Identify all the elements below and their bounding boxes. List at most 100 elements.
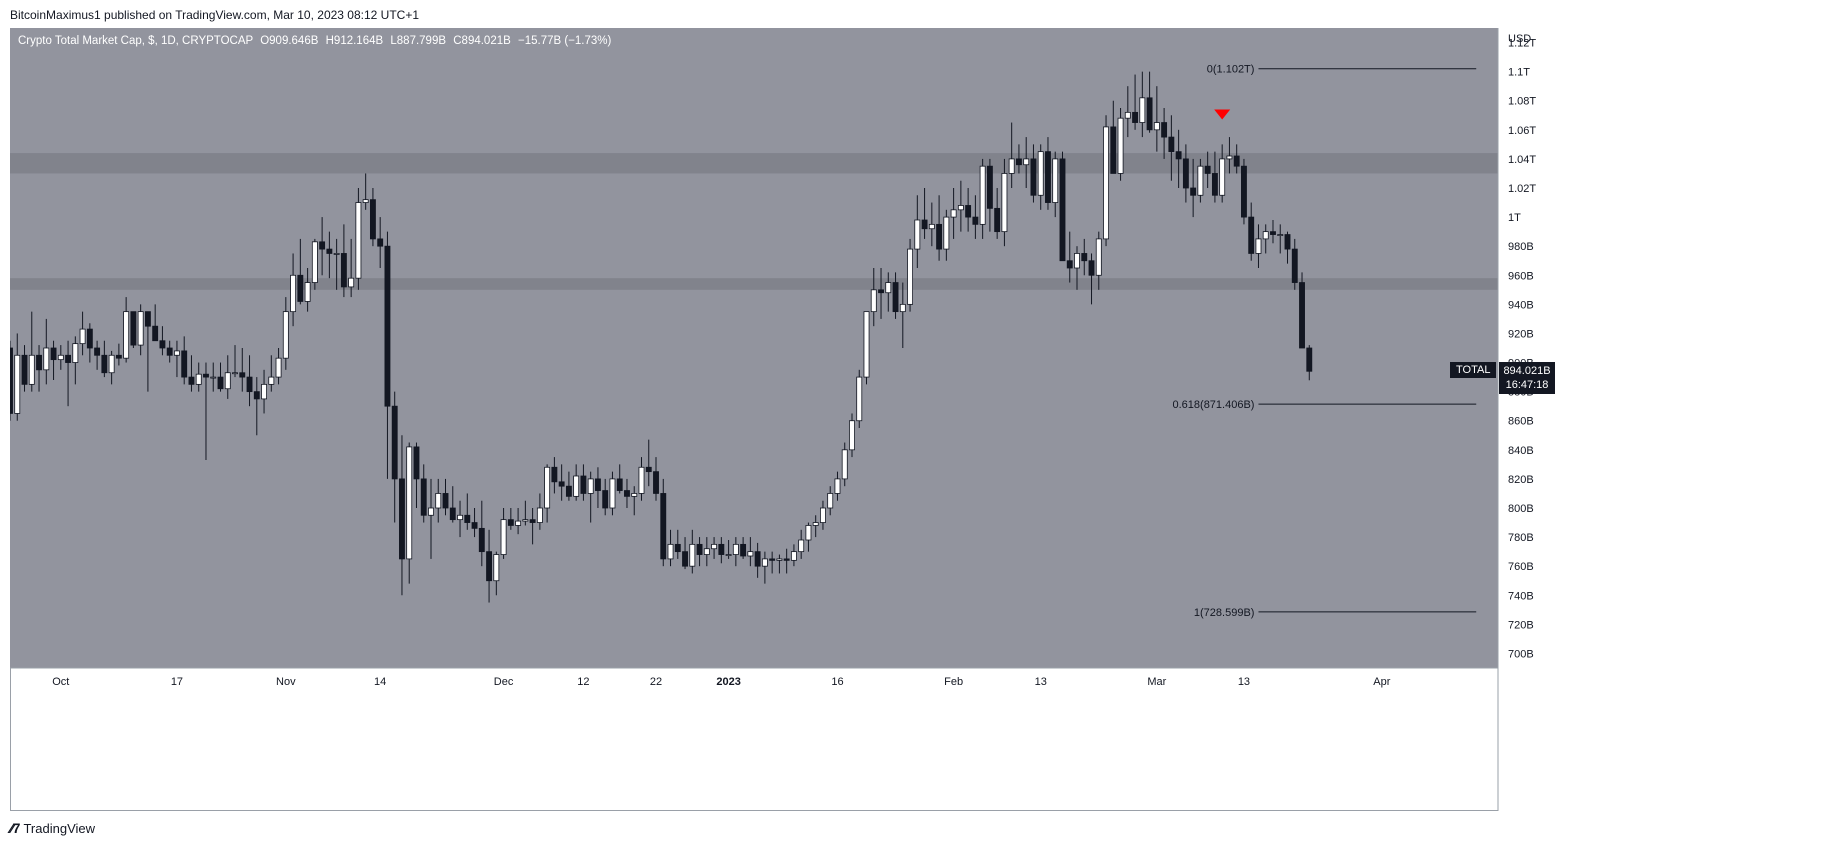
candle-down xyxy=(369,199,376,240)
candle-up xyxy=(820,507,826,523)
candle-down xyxy=(391,405,398,480)
candle-up xyxy=(1008,158,1015,174)
candle-up xyxy=(406,446,413,560)
tradingview-logo[interactable]: ⁄⁄7 TradingView xyxy=(10,820,95,836)
candle-up xyxy=(1219,158,1226,196)
bar-countdown: 16:47:18 xyxy=(1505,379,1549,392)
candle-down xyxy=(769,558,776,561)
fib-level-label: 0(1.102T) xyxy=(1207,64,1255,76)
candle-up xyxy=(957,205,964,211)
y-tick-label: 1.12T xyxy=(1508,38,1536,50)
candle-down xyxy=(1066,260,1073,269)
resistance-zone xyxy=(10,278,1498,290)
candle-down xyxy=(203,373,209,378)
candle-down xyxy=(36,354,42,371)
candle-down xyxy=(1241,165,1247,218)
publisher-text: BitcoinMaximus1 published on TradingView… xyxy=(10,8,420,22)
candle-down xyxy=(1161,122,1168,138)
candle-down xyxy=(1248,216,1255,254)
candle-down xyxy=(326,248,333,254)
candlestick-chart[interactable]: 0(1.102T) 0.618(871.406B) 1(728.599B) USD 7… xyxy=(10,28,1822,811)
candle-up xyxy=(14,354,21,414)
y-axis[interactable]: USD 700B 720B 740B 760B 780B 800B 820B 840B 860B 8… xyxy=(1497,28,1822,811)
candle-up xyxy=(631,493,638,497)
candle-down xyxy=(486,551,493,582)
fib-level-label: 1(728.599B) xyxy=(1194,607,1255,619)
candle-up xyxy=(856,376,863,422)
candle-down xyxy=(239,372,246,378)
candle-down xyxy=(1204,165,1211,174)
y-tick-label: 1.08T xyxy=(1508,96,1536,108)
y-tick-label: 920B xyxy=(1508,328,1534,340)
candle-down xyxy=(1059,158,1066,262)
candle-down xyxy=(595,478,601,491)
candle-down xyxy=(478,527,485,553)
candle-down xyxy=(1015,158,1022,166)
candle-up xyxy=(703,548,710,555)
candle-down xyxy=(653,471,659,494)
candle-down xyxy=(645,466,652,473)
legend-high-value: 912.164B xyxy=(333,35,384,47)
candle-up xyxy=(522,519,529,522)
candle-down xyxy=(297,274,304,302)
candle-down xyxy=(65,354,72,363)
candle-down xyxy=(21,354,28,385)
candle-up xyxy=(798,539,805,553)
candle-down xyxy=(696,543,703,555)
candle-up xyxy=(587,478,594,494)
x-tick-label: 22 xyxy=(650,676,662,688)
legend-low-key: L xyxy=(390,35,397,47)
candle-down xyxy=(551,466,558,483)
candle-up xyxy=(261,383,267,400)
candle-up xyxy=(268,376,275,385)
candle-down xyxy=(399,478,405,560)
candle-down xyxy=(144,311,151,327)
candle-up xyxy=(1153,122,1160,131)
candle-up xyxy=(790,551,797,561)
chart-legend: Crypto Total Market Cap, $, 1D, CRYPTOCA… xyxy=(18,35,611,47)
y-tick-label: 960B xyxy=(1508,270,1534,282)
candle-up xyxy=(747,551,754,557)
candle-up xyxy=(210,376,217,379)
candle-down xyxy=(602,490,609,509)
candle-up xyxy=(761,558,768,567)
down-triangle-marker xyxy=(1214,109,1231,120)
candle-up xyxy=(72,343,79,363)
candle-down xyxy=(972,216,979,225)
y-tick-label: 760B xyxy=(1508,561,1534,573)
candle-down xyxy=(449,507,456,521)
x-axis[interactable]: Oct 17 Nov 14 Dec 12 22 2023 16 Feb 13 Mar 13 Apr xyxy=(10,667,1498,688)
zones-layer xyxy=(10,153,1498,290)
candle-up xyxy=(1262,231,1269,240)
candle-down xyxy=(892,282,899,313)
x-tick-label: Apr xyxy=(1373,676,1390,688)
candle-down xyxy=(994,207,1001,233)
candle-up xyxy=(609,478,616,509)
currency-label: USD xyxy=(1508,33,1531,45)
candle-up xyxy=(195,373,202,385)
candle-down xyxy=(1081,253,1088,262)
x-tick-label: 12 xyxy=(577,676,589,688)
candle-down xyxy=(507,519,514,526)
candle-up xyxy=(333,253,340,255)
legend-low-value: 887.799B xyxy=(396,35,447,47)
candle-up xyxy=(849,420,855,451)
candle-up xyxy=(311,241,318,283)
candle-up xyxy=(43,347,50,371)
candle-up xyxy=(870,289,877,313)
candle-up xyxy=(544,466,551,509)
candle-up xyxy=(457,514,463,521)
candle-down xyxy=(10,347,13,414)
candle-down xyxy=(377,238,384,247)
y-tick-label: 1T xyxy=(1508,212,1521,224)
y-tick-label: 980B xyxy=(1508,241,1534,253)
candle-up xyxy=(841,449,848,480)
y-tick-label: 1.02T xyxy=(1508,183,1536,195)
y-tick-label: 860B xyxy=(1508,416,1534,428)
candle-down xyxy=(580,475,587,494)
y-tick-label: 700B xyxy=(1508,648,1534,660)
candle-up xyxy=(776,558,783,561)
candle-down xyxy=(1182,158,1189,189)
candle-up xyxy=(863,311,870,378)
candle-down xyxy=(754,551,761,567)
